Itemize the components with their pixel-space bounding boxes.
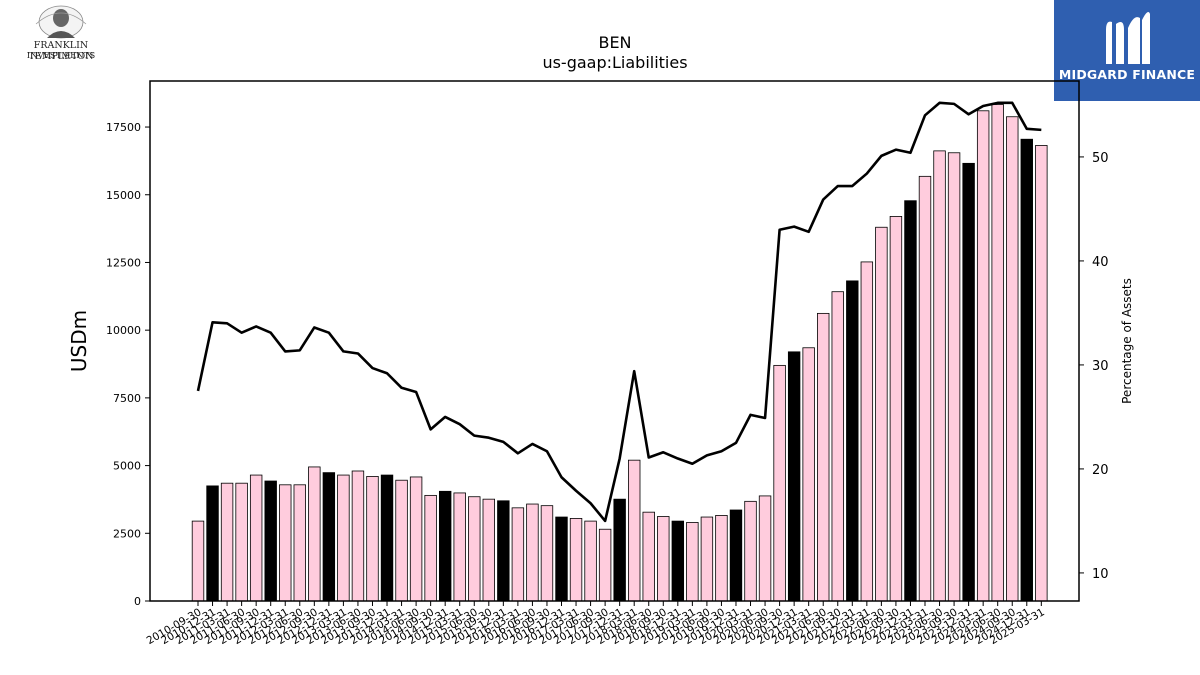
bar-2012-12-31 <box>322 472 336 602</box>
bar-2010-09-30 <box>191 520 205 602</box>
bar-2020-12-31 <box>787 351 801 602</box>
bar-2024-12-31 <box>1020 138 1033 602</box>
y-tick-label: 10000 <box>106 324 141 337</box>
chart-title: BEN <box>598 33 631 52</box>
chart-subtitle: us-gaap:Liabilities <box>542 53 687 72</box>
bar-2013-06-30 <box>351 470 365 602</box>
y2-tick-label: 40 <box>1092 255 1109 270</box>
bar-2015-03-31 <box>453 492 466 602</box>
y2-tick-label: 30 <box>1092 359 1109 374</box>
bar-2020-03-31 <box>744 500 757 602</box>
y-tick-label: 7500 <box>113 392 141 405</box>
bar-2016-06-30 <box>526 503 539 602</box>
bar-2011-03-31 <box>220 482 234 602</box>
bar-2016-03-31 <box>511 507 525 602</box>
bar-2022-09-30 <box>889 216 903 602</box>
franklin-templeton-logo: FRANKLIN TEMPLETON INVESTMENTS <box>0 0 122 70</box>
bar-2014-09-30 <box>424 494 437 602</box>
bar-2017-03-31 <box>569 518 583 602</box>
bar-2023-06-30 <box>933 150 946 602</box>
y-axis-ticks: 0 2500 5000 7500 10000 12500 15000 17500 <box>106 121 150 608</box>
bar-2012-09-30 <box>308 466 321 602</box>
y-tick-label: 2500 <box>113 527 141 540</box>
portrait-medallion-icon <box>35 5 87 39</box>
bar-2013-03-31 <box>337 474 350 602</box>
bar-2014-12-31 <box>438 490 452 602</box>
brand-left-line2: INVESTMENTS <box>26 51 96 61</box>
bar-2023-03-31 <box>918 175 932 602</box>
bar-2024-06-30 <box>991 104 1004 602</box>
bar-2010-12-31 <box>206 485 219 602</box>
bar-2024-03-31 <box>976 110 990 602</box>
bar-2021-06-30 <box>817 312 830 602</box>
plot-frame <box>149 80 1080 602</box>
brand-right-name: MIDGARD FINANCE <box>1058 67 1196 82</box>
bar-2016-12-31 <box>555 516 568 602</box>
bar-2018-06-30 <box>642 511 655 602</box>
percentage-line <box>196 101 1042 523</box>
bar-2023-12-31 <box>962 162 975 602</box>
bar-2020-09-30 <box>773 364 786 602</box>
bar-2015-12-31 <box>497 500 510 602</box>
y2-tick-label: 50 <box>1092 151 1109 166</box>
y2-axis-label: Percentage of Assets <box>1120 278 1134 404</box>
bar-2012-03-31 <box>279 484 292 602</box>
bar-2019-03-31 <box>686 522 699 602</box>
bar-series <box>191 104 1048 602</box>
bar-2025-03-31 <box>1035 145 1048 602</box>
bar-2021-12-31 <box>846 280 859 602</box>
bar-2019-06-30 <box>700 516 714 602</box>
y-tick-label: 15000 <box>106 189 141 202</box>
bar-2013-12-31 <box>380 474 394 602</box>
bar-2022-06-30 <box>875 226 888 602</box>
bar-2019-12-31 <box>729 509 743 602</box>
bar-2017-06-30 <box>584 520 597 602</box>
bar-2020-06-30 <box>758 495 772 602</box>
brand-left-line1: FRANKLIN TEMPLETON <box>28 40 94 62</box>
bar-2015-09-30 <box>482 498 496 602</box>
y2-tick-label: 20 <box>1092 463 1109 478</box>
bar-2019-09-30 <box>715 515 728 602</box>
percentage-line-series <box>196 101 1042 523</box>
bar-2024-09-30 <box>1006 116 1019 602</box>
bar-2017-12-31 <box>613 498 626 602</box>
y-tick-label: 17500 <box>106 121 141 134</box>
bar-2013-09-30 <box>366 476 379 602</box>
x-axis-ticks: 2010-09-302010-12-312011-03-312011-06-30… <box>145 601 1047 647</box>
bar-2022-12-31 <box>904 200 917 602</box>
bar-2023-09-30 <box>947 152 961 602</box>
bar-2011-09-30 <box>249 474 263 602</box>
bar-2018-03-31 <box>628 459 641 602</box>
bar-2011-12-31 <box>264 480 277 602</box>
bar-2016-09-30 <box>540 505 554 602</box>
bar-2021-09-30 <box>831 291 844 602</box>
bar-2014-03-31 <box>395 479 408 602</box>
y2-tick-label: 10 <box>1092 567 1109 582</box>
bar-2015-06-30 <box>468 496 481 602</box>
y-axis-label: USDm <box>67 310 91 372</box>
y2-axis-ticks: 10 20 30 40 50 <box>1079 151 1109 582</box>
midgard-m-icon <box>1106 12 1150 64</box>
bar-2021-03-31 <box>802 347 815 602</box>
bar-2017-09-30 <box>598 528 612 602</box>
bar-2018-12-31 <box>671 520 685 602</box>
bar-2022-03-31 <box>860 261 874 602</box>
bar-2018-09-30 <box>657 516 670 602</box>
bar-2012-06-30 <box>293 484 306 602</box>
bar-2011-06-30 <box>235 482 248 602</box>
y-tick-label: 12500 <box>106 256 141 269</box>
y-tick-label: 5000 <box>113 460 141 473</box>
y-tick-label: 0 <box>134 595 141 608</box>
bar-2014-06-30 <box>409 476 423 602</box>
